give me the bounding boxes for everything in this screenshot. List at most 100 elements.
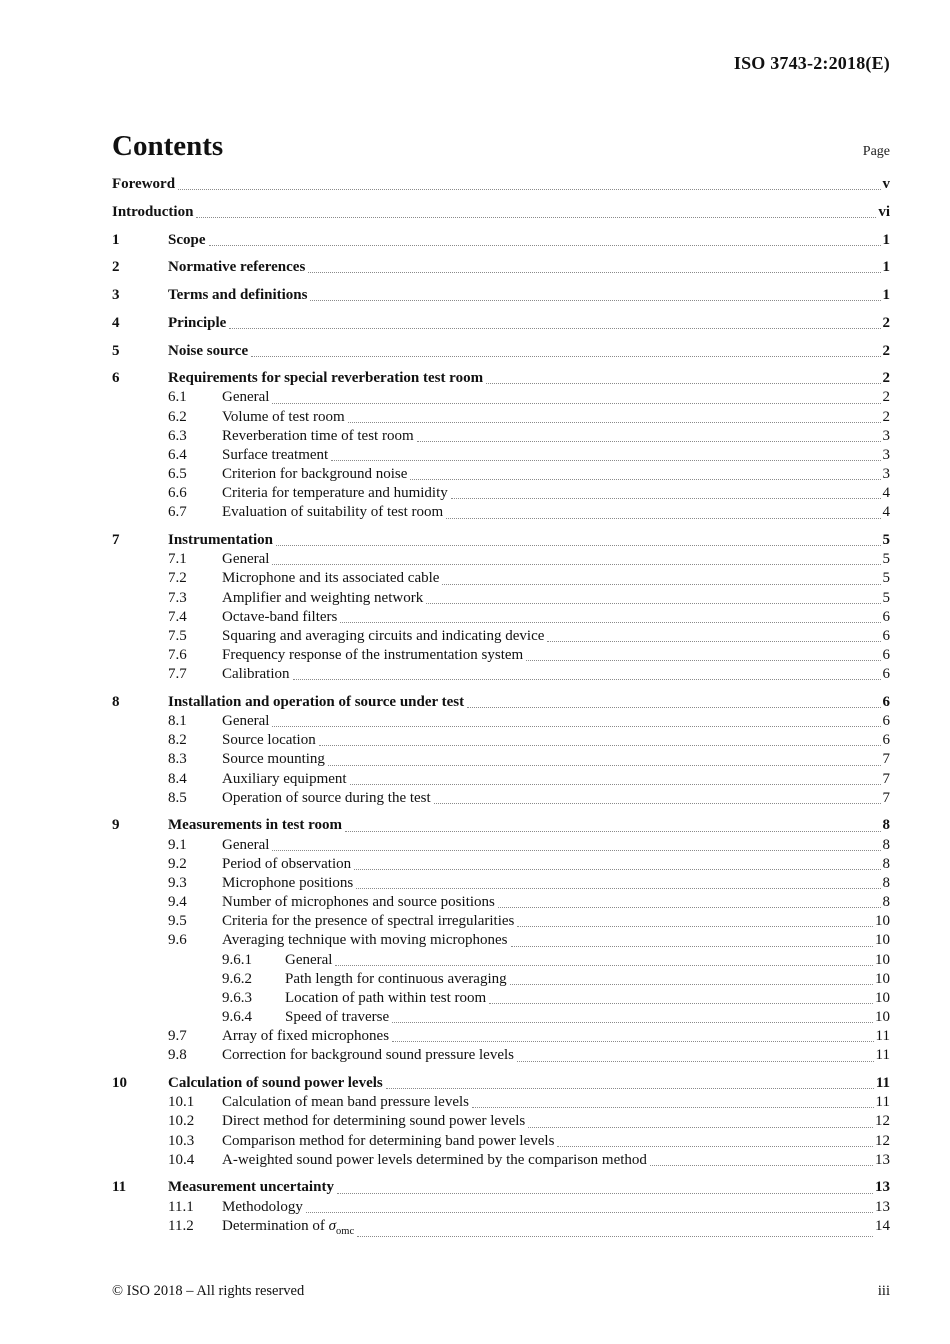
toc-entry-title: Averaging technique with moving micropho… [222,932,508,949]
toc-entry-title: Microphone and its associated cable [222,570,440,587]
toc-entry-number: 9 [112,817,120,834]
toc-entry-title: Period of observation [222,855,352,872]
toc-entry-title: Source mounting [222,751,325,768]
toc-entry: 8 Installation and operation of source un… [112,693,890,712]
dot-leader [340,621,881,623]
contents-heading-row: Contents Page [112,130,890,162]
dot-leader [392,1041,874,1043]
dot-leader [649,1164,873,1166]
toc-entry-title: Criterion for background noise [222,466,408,483]
toc-entry-page: 10 [875,913,890,930]
toc-entry: 9.6 Averaging technique with moving micro… [112,931,890,950]
toc-entry: 7.6 Frequency response of the instrumenta… [112,646,890,665]
dot-leader [446,517,881,519]
toc-entry-title: General [222,551,270,568]
toc-entry-page: 6 [882,627,891,644]
toc-entry-page: 10 [875,1009,890,1026]
toc-entry-page: 6 [882,666,891,683]
toc-entry: 6.1 General 2 [112,388,890,407]
toc-entry-number: 9.1 [168,836,187,853]
dot-leader [272,849,881,851]
toc-entry: 10.2 Direct method for determining sound … [112,1112,890,1131]
toc-entry-number: 9.6.1 [222,951,252,968]
toc-entry-number: 6.2 [168,408,187,425]
toc-entry-number: 9.8 [168,1047,187,1064]
toc-entry-title: Comparison method for determining band p… [222,1132,555,1149]
toc-entry-page: 5 [882,589,891,606]
dot-leader [310,300,881,302]
dot-leader [272,402,881,404]
toc-entry-number: 8 [112,693,120,710]
toc-entry-page: 11 [875,1075,890,1092]
dot-leader [385,1088,874,1090]
dot-leader [526,660,881,662]
dot-leader [547,641,881,643]
toc-entry-title: Evaluation of suitability of test room [222,504,444,521]
toc-entry-number: 10 [112,1075,127,1092]
toc-entry-number: 3 [112,287,120,303]
toc-entry-title: General [222,713,270,730]
dot-leader [272,564,881,566]
toc-entry-title: Auxiliary equipment [222,770,347,787]
toc-entry-title: Speed of traverse [285,1009,390,1026]
dot-leader [557,1145,873,1147]
dot-leader [509,983,873,985]
toc-entry-title: Squaring and averaging circuits and indi… [222,627,545,644]
toc-entry-number: 7.5 [168,627,187,644]
toc-entry: 10.1 Calculation of mean band pressure le… [112,1093,890,1112]
dot-leader [347,421,881,423]
dot-leader [433,802,881,804]
toc-entry-page: 13 [875,1179,890,1196]
dot-leader [178,189,881,191]
dot-leader [467,707,881,709]
toc-entry-number: 7.2 [168,570,187,587]
toc-entry-title: Installation and operation of source und… [168,693,465,710]
toc-entry: 4 Principle 2 [112,314,890,333]
toc-entry: 6.6 Criteria for temperature and humidity… [112,484,890,503]
toc-entry: 9.2 Period of observation 8 [112,855,890,874]
toc-entry: 10 Calculation of sound power levels 11 [112,1074,890,1093]
toc-entry-page: 1 [882,259,891,276]
toc-entry-number: 6.4 [168,446,187,463]
toc-entry-title: Instrumentation [168,532,274,549]
toc-entry-page: 8 [882,874,891,891]
dot-leader [486,383,881,385]
page-column-label: Page [862,144,890,159]
dot-leader [426,602,881,604]
toc-entry-number: 7.1 [168,551,187,568]
toc-entry-number: 7.4 [168,608,187,625]
toc-entry-number: 7.7 [168,666,187,683]
dot-leader [472,1107,874,1109]
toc-entry-number: 9.7 [168,1028,187,1045]
toc-entry-page: 11 [875,1047,890,1064]
toc-entry-title: Foreword [112,176,176,192]
toc-entry: 10.3 Comparison method for determining ba… [112,1132,890,1151]
toc-entry: 9.3 Microphone positions 8 [112,874,890,893]
dot-leader [276,545,881,547]
toc-entry-page: 1 [882,287,891,303]
toc-entry-title: Number of microphones and source positio… [222,894,495,911]
toc-entry-title: Normative references [168,259,306,276]
toc-entry-number: 6.6 [168,485,187,502]
dot-leader [327,764,881,766]
toc-entry: 9.4 Number of microphones and source posi… [112,893,890,912]
toc-entry-title: Criteria for temperature and humidity [222,485,448,502]
toc-entry: 11 Measurement uncertainty 13 [112,1178,890,1197]
toc-entry-number: 9.5 [168,913,187,930]
toc-entry-title: General [285,951,333,968]
copyright-notice: © ISO 2018 – All rights reserved [112,1283,305,1299]
toc-entry: 6.3 Reverberation time of test room 3 [112,427,890,446]
toc-entry: Introduction vi [112,203,890,222]
toc-entry-number: 8.2 [168,732,187,749]
dot-leader [442,583,881,585]
toc-entry-number: 9.3 [168,874,187,891]
toc-entry: 5 Noise source 2 [112,342,890,361]
document-id: ISO 3743-2:2018(E) [733,53,890,73]
toc-entry: 7.2 Microphone and its associated cable 5 [112,569,890,588]
toc-entry-page: 5 [882,532,891,549]
toc-entry-page: 13 [875,1198,890,1215]
toc-entry-page: 2 [882,342,891,359]
toc-entry-title: A-weighted sound power levels determined… [222,1151,647,1168]
toc-entry-title: Noise source [168,342,249,359]
toc-entry-page: 6 [882,693,891,710]
